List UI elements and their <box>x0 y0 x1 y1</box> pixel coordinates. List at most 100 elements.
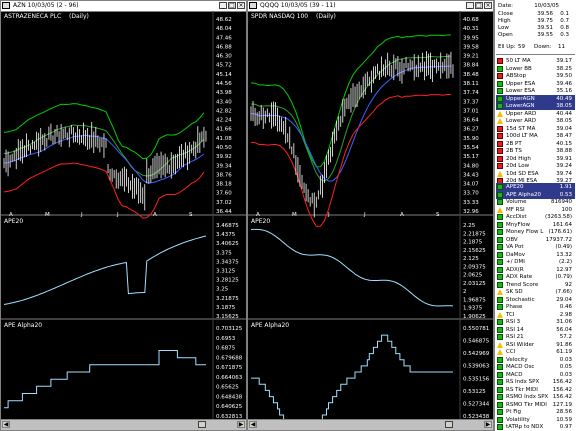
ape20-line <box>250 228 454 307</box>
signal-row[interactable]: MnyFlow 161.64 <box>496 221 575 229</box>
moving-average-line <box>250 65 451 182</box>
horizontal-scrollbar[interactable]: ◀ ▶ <box>248 419 493 430</box>
ape-alpha-tick-label: 0.703125 <box>216 326 243 332</box>
signal-row[interactable]: RSI Wilder 91.86 <box>496 341 575 349</box>
minimize-button[interactable]: _ <box>466 2 474 9</box>
maximize-button[interactable]: □ <box>475 2 483 9</box>
signal-row[interactable]: AccDist (3263.58) <box>496 213 575 221</box>
signal-row[interactable]: SK SD (7.66) <box>496 288 575 296</box>
signal-row[interactable]: 50 LT MA 39.17 <box>496 57 575 65</box>
signal-row[interactable]: CCI 61.19 <box>496 348 575 356</box>
signal-row[interactable]: RS Indx SPX 156.42 <box>496 378 575 386</box>
month-tick-label: M <box>45 212 50 218</box>
signal-row[interactable]: Money Flow L (176.61) <box>496 228 575 236</box>
price-tick-label: 38.18 <box>216 182 232 188</box>
signal-row[interactable]: UpperAGN 40.49 <box>496 94 575 103</box>
signal-row[interactable]: ADX Rate (0.79) <box>496 273 575 281</box>
signal-row[interactable]: +/ DMI (2.2) <box>496 258 575 266</box>
signal-row[interactable]: MF RSI 100 <box>496 206 575 214</box>
signal-row[interactable]: RSMO Tkr MIDI 127.19 <box>496 401 575 409</box>
signal-row[interactable]: Volume 816940 <box>496 198 575 206</box>
signal-row[interactable]: TCI 2.98 <box>496 311 575 319</box>
scroll-right-button[interactable]: ▶ <box>237 421 245 428</box>
signal-row[interactable]: RSI 21 57.2 <box>496 333 575 341</box>
ape-alpha-tick-label: 0.632813 <box>216 414 243 420</box>
signal-row[interactable]: Volatility 10.59 <box>496 416 575 424</box>
signal-row[interactable]: DaMov 13.32 <box>496 251 575 259</box>
ape-alpha-tick-label: 0.679688 <box>216 355 243 361</box>
quote-date-row: Date: 10/03/05 <box>498 3 559 9</box>
signal-row[interactable]: RSI 3 31.06 <box>496 318 575 326</box>
signal-row[interactable]: 2B PT 40.15 <box>496 140 575 148</box>
warning-icon <box>497 341 503 348</box>
chart-plot-area[interactable]: SPDR NASDAQ 100 (Daily) APE20 APE Alpha20 A M… <box>248 11 493 420</box>
chart-titlebar[interactable]: QQQQ 10/03/05 (39 - 11) _ □ × <box>248 1 493 12</box>
ape-alpha-tick-label: 0.550781 <box>463 326 489 332</box>
signal-row[interactable]: Pt Fig 28.56 <box>496 408 575 416</box>
signal-row[interactable]: tATRp to NDX 0.97 <box>496 423 575 431</box>
price-tick-label: 38.48 <box>463 72 479 78</box>
buy-signal-icon <box>497 424 503 430</box>
signal-row[interactable]: VA Pot (0.49) <box>496 243 575 251</box>
scroll-thumb[interactable] <box>445 421 453 428</box>
signal-row[interactable]: 2B TS 38.88 <box>496 147 575 155</box>
ape-alpha-line <box>251 334 453 420</box>
signal-row[interactable]: 15d ST MA 39.04 <box>496 125 575 133</box>
chart-plot-area[interactable]: ASTRAZENECA PLC (Daily) APE20 APE Alpha20 A M… <box>1 11 246 420</box>
window-menu-icon[interactable] <box>2 2 10 9</box>
horizontal-scrollbar[interactable]: ◀ ▶ <box>1 419 246 430</box>
close-button[interactable]: × <box>484 2 492 9</box>
window-title: QQQQ 10/03/05 (39 - 11) <box>260 2 336 9</box>
ape-alpha-tick-label: 0.640625 <box>216 404 243 410</box>
price-tick-label: 43.98 <box>216 90 232 96</box>
signal-row[interactable]: Upper ARD 40.44 <box>496 110 575 118</box>
sell-signal-icon <box>497 148 503 154</box>
window-menu-icon[interactable] <box>249 2 257 9</box>
scroll-left-button[interactable]: ◀ <box>2 421 10 428</box>
buy-signal-icon <box>497 274 503 280</box>
buy-signal-icon <box>497 184 503 190</box>
signal-row[interactable]: MACD 0.03 <box>496 371 575 379</box>
signal-row[interactable]: Lower ARD 38.05 <box>496 117 575 125</box>
signal-row[interactable]: RSI 14 56.04 <box>496 326 575 334</box>
maximize-button[interactable]: □ <box>228 2 236 9</box>
signal-row[interactable]: ABStop 39.50 <box>496 72 575 80</box>
signal-row[interactable]: 20d Low 39.24 <box>496 162 575 170</box>
month-tick-label: A <box>153 212 157 218</box>
month-tick-label: A <box>256 212 260 218</box>
price-tick-label: 46.30 <box>216 54 232 60</box>
chart-window-azn[interactable]: AZN 10/03/05 (2 - 96) _ □ × ASTRAZENECA … <box>0 0 247 431</box>
signal-row[interactable]: 20d High 39.91 <box>496 155 575 163</box>
signal-row[interactable]: Lower ESA 35.16 <box>496 87 575 95</box>
signal-row[interactable]: APE20 1.91 <box>496 183 575 191</box>
signal-row[interactable]: LowerAGN 38.05 <box>496 102 575 110</box>
price-tick-label: 33.33 <box>463 200 479 206</box>
scroll-right-button[interactable]: ▶ <box>484 421 492 428</box>
scroll-left-button[interactable]: ◀ <box>249 421 257 428</box>
period-label: (Daily) <box>69 13 89 20</box>
signal-row[interactable]: ADX(R 12.97 <box>496 266 575 274</box>
signal-row[interactable]: Lower BB 38.25 <box>496 65 575 73</box>
signal-row[interactable]: APE Alpha20 0.53 <box>496 190 575 199</box>
signal-row[interactable]: Upper ESA 39.46 <box>496 80 575 88</box>
signal-row[interactable]: MACD Osc 0.05 <box>496 363 575 371</box>
ape-tick-label: 2.125 <box>463 256 479 262</box>
close-button[interactable]: × <box>237 2 245 9</box>
signal-row[interactable]: RSMO Indx SPX 156.42 <box>496 393 575 401</box>
signal-row[interactable]: OBV 17937.72 <box>496 236 575 244</box>
scroll-thumb[interactable] <box>198 421 206 428</box>
chart-titlebar[interactable]: AZN 10/03/05 (2 - 96) _ □ × <box>1 1 246 12</box>
signal-row[interactable]: Trend Score 92 <box>496 281 575 289</box>
signal-row[interactable]: Velocity 0.03 <box>496 356 575 364</box>
buy-signal-icon <box>497 356 503 363</box>
chart-window-qqqq[interactable]: QQQQ 10/03/05 (39 - 11) _ □ × SPDR NASDA… <box>247 0 494 431</box>
signal-row[interactable]: Phase 0.46 <box>496 303 575 311</box>
elliott-wave-row: Ell Up: 59 Down: 11 <box>498 44 565 50</box>
signal-row[interactable]: Stochastic 29.04 <box>496 296 575 304</box>
signal-row[interactable]: RS Tkr MIDI 156.42 <box>496 386 575 394</box>
price-tick-label: 35.17 <box>463 154 479 160</box>
signal-row[interactable]: 10d SD ESA 39.74 <box>496 170 575 178</box>
minimize-button[interactable]: _ <box>219 2 227 9</box>
signal-row[interactable]: 100d LT MA 38.47 <box>496 132 575 140</box>
buy-signal-icon <box>497 95 503 102</box>
